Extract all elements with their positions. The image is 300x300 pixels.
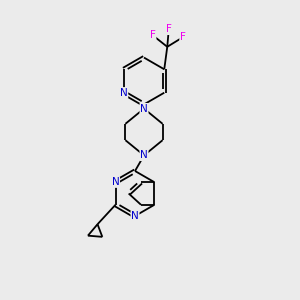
Text: N: N bbox=[112, 177, 119, 187]
Text: N: N bbox=[120, 88, 127, 98]
Text: N: N bbox=[140, 150, 148, 161]
Text: N: N bbox=[140, 103, 148, 114]
Text: F: F bbox=[150, 30, 156, 40]
Text: F: F bbox=[166, 24, 172, 34]
Text: F: F bbox=[180, 32, 186, 42]
Text: N: N bbox=[131, 211, 139, 221]
